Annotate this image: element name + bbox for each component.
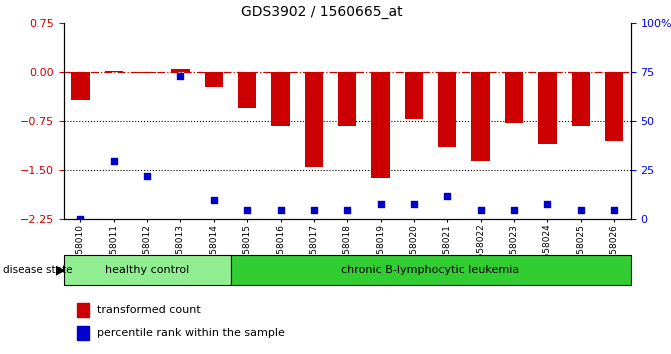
Bar	[77, 303, 89, 317]
Point	[142, 173, 152, 179]
Bar	[572, 72, 590, 126]
Point	[475, 207, 486, 212]
Bar	[138, 72, 156, 73]
Bar	[64, 255, 231, 285]
Point	[109, 158, 119, 164]
Point	[275, 207, 286, 212]
Bar	[338, 72, 356, 126]
Point	[175, 73, 186, 79]
Text: GDS3902 / 1560665_at: GDS3902 / 1560665_at	[242, 5, 403, 19]
Point	[542, 201, 553, 207]
Bar	[605, 72, 623, 141]
Bar	[205, 72, 223, 86]
Point	[509, 207, 519, 212]
Point	[209, 197, 219, 202]
Bar	[372, 72, 390, 178]
Point	[342, 207, 353, 212]
Bar	[77, 326, 89, 340]
Bar	[505, 72, 523, 123]
Bar	[238, 72, 256, 108]
Bar	[171, 69, 190, 72]
Point	[375, 201, 386, 207]
Point	[409, 201, 419, 207]
Point	[242, 207, 252, 212]
Bar	[438, 72, 456, 147]
Point	[575, 207, 586, 212]
Text: transformed count: transformed count	[97, 305, 200, 315]
Point	[75, 217, 86, 222]
Bar	[405, 72, 423, 119]
Bar	[105, 71, 123, 72]
Bar	[538, 72, 556, 144]
Text: ▶: ▶	[56, 263, 65, 276]
Bar	[305, 72, 323, 167]
Text: disease state: disease state	[3, 265, 73, 275]
Point	[442, 193, 453, 199]
Text: percentile rank within the sample: percentile rank within the sample	[97, 328, 285, 338]
Bar	[71, 72, 90, 99]
Bar	[271, 72, 290, 126]
Text: chronic B-lymphocytic leukemia: chronic B-lymphocytic leukemia	[342, 265, 520, 275]
Bar	[472, 72, 490, 161]
Bar	[231, 255, 631, 285]
Point	[309, 207, 319, 212]
Point	[609, 207, 619, 212]
Text: healthy control: healthy control	[105, 265, 189, 275]
